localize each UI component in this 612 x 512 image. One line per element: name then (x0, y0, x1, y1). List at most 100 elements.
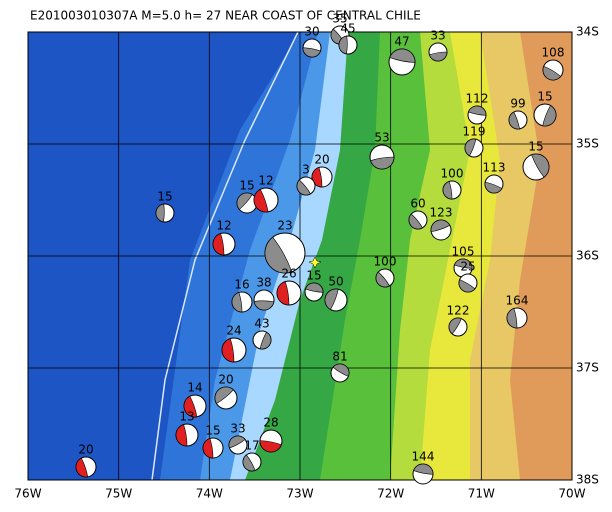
y-label: 38S (576, 473, 599, 487)
depth-label: 15 (157, 190, 172, 204)
compressional-quadrant (468, 105, 487, 116)
focal-mechanism (442, 180, 462, 200)
compressional-quadrant (458, 279, 476, 293)
compressional-quadrant (75, 457, 89, 478)
y-label: 35S (576, 137, 599, 151)
focal-mechanism (388, 48, 416, 76)
focal-mechanism (464, 138, 484, 158)
x-label: 74W (196, 487, 223, 501)
compressional-quadrant (259, 331, 272, 350)
depth-label: 16 (234, 278, 249, 292)
x-label: 75W (105, 487, 132, 501)
focal-mechanism (522, 153, 550, 181)
compressional-quadrant (296, 179, 311, 196)
focal-mechanism (542, 59, 564, 81)
focal-mechanism (448, 317, 468, 337)
depth-label: 100 (374, 255, 397, 269)
depth-label: 30 (304, 25, 319, 39)
focal-mechanism (324, 288, 348, 312)
focal-mechanism (276, 280, 302, 306)
compressional-quadrant (542, 65, 562, 81)
compressional-quadrant (175, 424, 188, 447)
depth-label: 26 (281, 267, 296, 281)
focal-mechanism (175, 423, 199, 447)
focal-mechanism (212, 232, 236, 256)
compressional-quadrant (448, 317, 462, 335)
compressional-quadrant (242, 454, 256, 472)
focal-mechanism (202, 437, 224, 459)
depth-label: 108 (542, 46, 565, 60)
focal-mechanism (75, 456, 97, 478)
compressional-quadrant (506, 308, 518, 329)
depth-label: 113 (483, 161, 506, 175)
depth-label: 119 (463, 125, 486, 139)
x-label: 70W (558, 487, 585, 501)
compressional-quadrant (430, 219, 451, 233)
y-label: 34S (576, 25, 599, 39)
compressional-quadrant (264, 236, 293, 274)
compressional-quadrant (221, 338, 235, 363)
depth-label: 12 (258, 174, 273, 188)
focal-mechanism (231, 291, 253, 313)
compressional-quadrant (276, 281, 290, 306)
depth-label: 25 (460, 260, 475, 274)
x-label: 73W (286, 487, 313, 501)
compressional-quadrant (389, 48, 416, 63)
focal-mechanism (412, 463, 434, 485)
compressional-quadrant (464, 138, 477, 157)
depth-label: 112 (466, 92, 489, 106)
depth-label: 3 (302, 163, 310, 177)
depth-label: 38 (256, 276, 271, 290)
depth-label: 33 (230, 422, 245, 436)
compressional-quadrant (332, 363, 350, 377)
depth-label: 123 (430, 206, 453, 220)
y-label: 37S (576, 361, 599, 375)
focal-mechanism (236, 192, 258, 214)
compressional-quadrant (508, 111, 520, 130)
depth-label: 164 (506, 294, 529, 308)
compressional-quadrant (212, 233, 225, 256)
compressional-quadrant (408, 213, 423, 230)
depth-label: 20 (218, 373, 233, 387)
y-label: 36S (576, 249, 599, 263)
depth-label: 15 (537, 90, 552, 104)
focal-mechanism (228, 435, 248, 455)
focal-mechanism (428, 42, 448, 62)
title: E201003010307A M=5.0 h= 27 NEAR COAST OF… (30, 9, 421, 23)
depth-label: 13 (179, 410, 194, 424)
compressional-quadrant (338, 35, 348, 55)
compressional-quadrant (231, 292, 243, 313)
compressional-quadrant (324, 288, 339, 310)
depth-label: 28 (263, 416, 278, 430)
depth-label: 17 (244, 439, 259, 453)
depth-label: 33 (430, 29, 445, 43)
compressional-quadrant (259, 440, 282, 453)
compressional-quadrant (183, 395, 198, 418)
focal-mechanism (533, 103, 557, 127)
compressional-quadrant (253, 188, 269, 213)
compressional-quadrant (484, 181, 503, 194)
x-label: 76W (14, 487, 41, 501)
focal-mechanism (330, 363, 350, 383)
depth-label: 15 (306, 269, 321, 283)
depth-label: 105 (452, 245, 475, 259)
depth-label: 15 (239, 179, 254, 193)
focal-mechanism (375, 268, 395, 288)
depth-label: 24 (226, 324, 241, 338)
compressional-quadrant (236, 192, 253, 210)
focal-mechanism (506, 307, 528, 329)
focal-mechanism (430, 219, 452, 241)
depth-label: 43 (254, 317, 269, 331)
compressional-quadrant (454, 258, 473, 269)
depth-label: 50 (328, 275, 343, 289)
focal-mechanism (253, 187, 279, 213)
focal-mechanism (453, 258, 473, 278)
depth-label: 100 (441, 167, 464, 181)
focal-mechanism (408, 210, 428, 230)
compressional-quadrant (442, 181, 453, 200)
focal-mechanism (458, 273, 478, 293)
depth-label: 47 (394, 35, 409, 49)
depth-label: 35 (332, 12, 347, 26)
depth-label: 99 (510, 97, 525, 111)
